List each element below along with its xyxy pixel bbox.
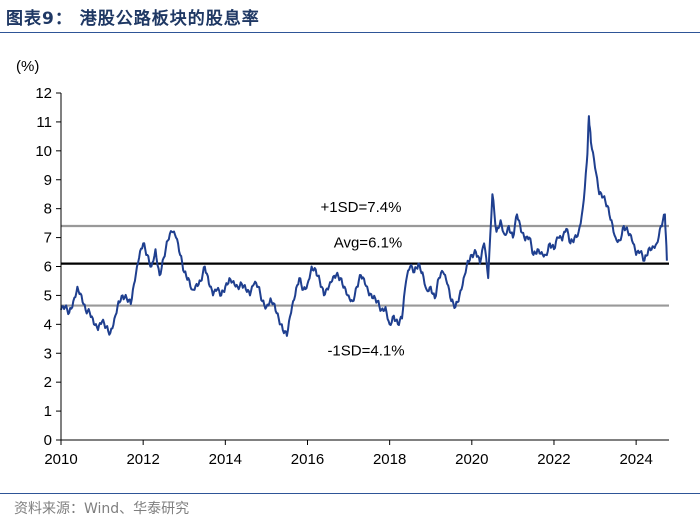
x-axis-ticks: 2010 2012 2014 2016 2018 2020 2022 2024 — [44, 440, 653, 468]
x-tick-label: 2024 — [619, 451, 652, 468]
y-tick-label: 3 — [44, 345, 52, 362]
y-tick-label: 10 — [35, 143, 52, 160]
y-axis-unit-label: (%) — [16, 58, 39, 75]
y-tick-label: 2 — [44, 374, 52, 391]
x-tick-label: 2018 — [373, 451, 406, 468]
y-tick-label: 5 — [44, 287, 52, 304]
source-divider — [0, 493, 700, 494]
x-tick-label: 2012 — [126, 451, 159, 468]
y-tick-label: 6 — [44, 259, 52, 276]
x-tick-label: 2022 — [537, 451, 570, 468]
y-tick-label: 1 — [44, 403, 52, 420]
y-tick-label: 7 — [44, 230, 52, 247]
source-note: 资料来源：Wind、华泰研究 — [14, 501, 190, 517]
ref-label-minus1sd: -1SD=4.1% — [327, 343, 404, 360]
title-divider — [0, 32, 700, 33]
dividend-yield-series-line — [60, 115, 668, 337]
x-tick-label: 2010 — [44, 451, 77, 468]
y-tick-label: 8 — [44, 201, 52, 218]
x-tick-label: 2014 — [209, 451, 242, 468]
x-tick-label: 2020 — [455, 451, 488, 468]
x-tick-label: 2016 — [291, 451, 324, 468]
reference-line-labels: +1SD=7.4% Avg=6.1% -1SD=4.1% — [321, 199, 405, 360]
chart-title: 图表9： 港股公路板块的股息率 — [6, 9, 260, 29]
y-tick-label: 11 — [36, 114, 52, 131]
ref-label-avg: Avg=6.1% — [334, 235, 403, 252]
y-tick-label: 4 — [44, 316, 52, 333]
y-tick-label: 9 — [44, 172, 52, 189]
ref-label-plus1sd: +1SD=7.4% — [321, 199, 402, 216]
y-tick-label: 12 — [35, 85, 52, 102]
y-tick-label: 0 — [44, 432, 52, 449]
